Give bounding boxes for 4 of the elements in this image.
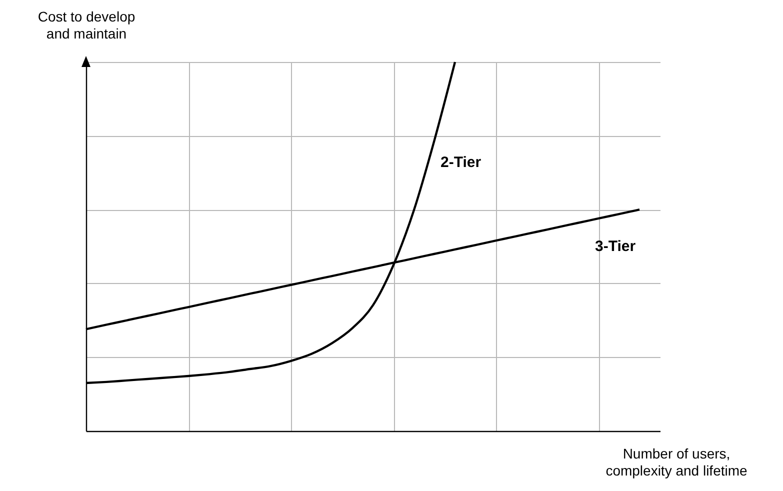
series-label: 2-Tier [440,154,482,171]
series-label: 3-Tier [595,238,636,256]
x-axis-title: Number of users, complexity and lifetime [606,446,748,478]
y-axis-title: Cost to develop and maintain [38,8,136,42]
